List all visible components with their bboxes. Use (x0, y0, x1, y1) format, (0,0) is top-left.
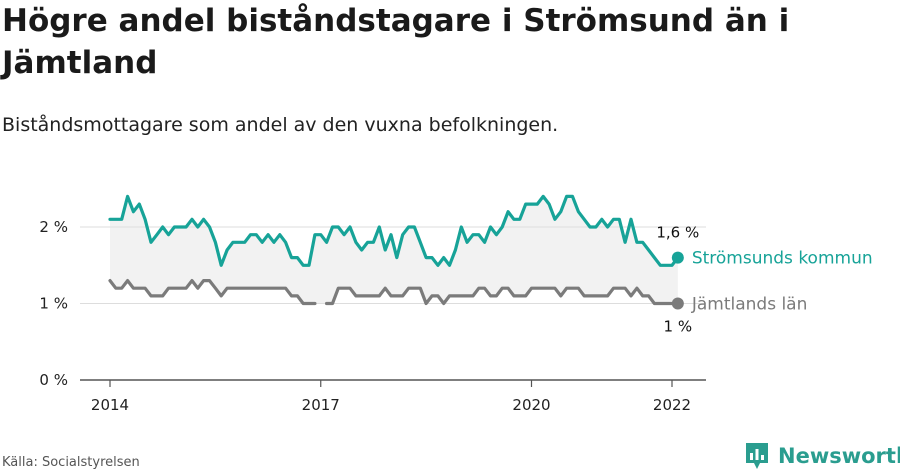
series-label-jamtland: Jämtlands län (691, 295, 808, 315)
x-tick-label: 2014 (91, 396, 129, 414)
x-tick-label: 2017 (302, 396, 340, 414)
end-point-jamtland (671, 297, 684, 310)
series-lines (108, 194, 684, 310)
chart-title: Högre andel biståndstagare i Strömsund ä… (2, 3, 790, 81)
series-line-jamtland (108, 279, 680, 306)
series-labels: Strömsunds kommun 1,6 % Jämtlands län 1 % (656, 224, 872, 336)
value-label-jamtland: 1 % (664, 318, 693, 336)
series-label-stromsund: Strömsunds kommun (692, 249, 873, 269)
y-tick-label: 1 % (39, 295, 68, 313)
value-label-stromsund: 1,6 % (656, 224, 699, 242)
x-axis: 2014 2017 2020 2022 (80, 379, 706, 414)
series-line-stromsund (108, 194, 680, 267)
chart-subtitle: Biståndsmottagare som andel av den vuxna… (2, 114, 559, 136)
brand-logo[interactable]: Newsworthy (744, 441, 900, 471)
x-tick-label: 2022 (653, 396, 691, 414)
y-tick-label: 0 % (39, 371, 68, 389)
source-note: Källa: Socialstyrelsen (2, 455, 140, 470)
end-point-stromsund (671, 251, 684, 264)
brand-name: Newsworthy (778, 444, 900, 468)
newsworthy-logo-icon (746, 443, 768, 469)
y-tick-label: 2 % (39, 218, 68, 236)
x-tick-label: 2020 (512, 396, 550, 414)
